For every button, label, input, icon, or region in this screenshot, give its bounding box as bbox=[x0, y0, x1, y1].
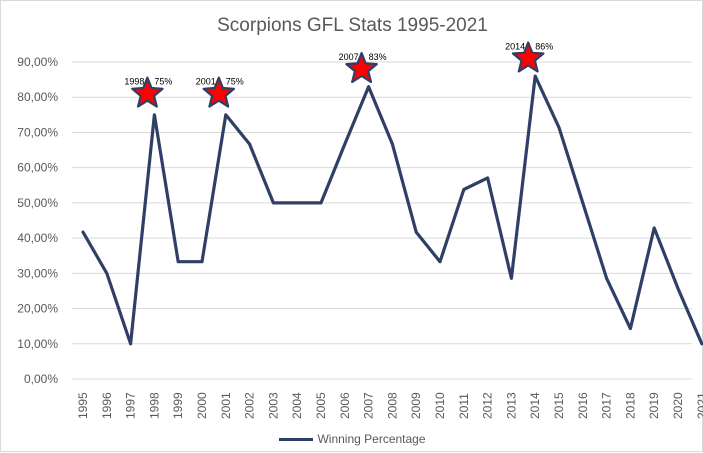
x-tick-label: 2006 bbox=[338, 392, 352, 419]
y-tick-label: 50,00% bbox=[17, 196, 58, 210]
annotation-year: 2001 bbox=[196, 77, 216, 87]
x-tick-label: 2007 bbox=[362, 392, 376, 419]
x-tick-label: 1996 bbox=[100, 392, 114, 419]
y-tick-label: 30,00% bbox=[17, 266, 58, 280]
annotation-year: 2014 bbox=[505, 41, 525, 51]
x-tick-label: 2015 bbox=[552, 392, 566, 419]
legend-swatch bbox=[279, 438, 313, 441]
x-tick-label: 2001 bbox=[219, 392, 233, 419]
x-tick-label: 2002 bbox=[243, 392, 257, 419]
y-tick-label: 0,00% bbox=[24, 372, 58, 386]
y-tick-label: 70,00% bbox=[17, 125, 58, 139]
y-tick-label: 20,00% bbox=[17, 302, 58, 316]
y-tick-label: 90,00% bbox=[17, 55, 58, 69]
x-tick-label: 2011 bbox=[457, 393, 471, 419]
legend: Winning Percentage bbox=[1, 432, 703, 446]
x-tick-label: 2009 bbox=[409, 392, 423, 419]
y-tick-label: 10,00% bbox=[17, 337, 58, 351]
x-tick-label: 2000 bbox=[195, 392, 209, 419]
annotation-year: 1998 bbox=[124, 77, 144, 87]
x-tick-label: 2017 bbox=[600, 392, 614, 419]
annotation-value: 75% bbox=[226, 77, 244, 87]
x-tick-label: 2012 bbox=[481, 392, 495, 419]
x-tick-label: 2013 bbox=[504, 392, 518, 419]
x-tick-label: 1998 bbox=[147, 392, 161, 419]
x-tick-label: 2021 bbox=[695, 392, 703, 419]
annotation-value: 75% bbox=[154, 77, 172, 87]
y-tick-label: 40,00% bbox=[17, 231, 58, 245]
x-tick-label: 2003 bbox=[266, 392, 280, 419]
legend-label: Winning Percentage bbox=[317, 432, 425, 446]
annotation-year: 2007 bbox=[339, 52, 359, 62]
x-tick-label: 2018 bbox=[623, 392, 637, 419]
y-tick-label: 60,00% bbox=[17, 161, 58, 175]
annotation-value: 83% bbox=[369, 52, 387, 62]
x-tick-label: 2004 bbox=[290, 392, 304, 419]
annotation-value: 86% bbox=[535, 41, 553, 51]
x-tick-label: 2005 bbox=[314, 392, 328, 419]
x-tick-label: 2016 bbox=[576, 392, 590, 419]
x-tick-label: 2019 bbox=[647, 392, 661, 419]
x-tick-label: 1995 bbox=[76, 392, 90, 419]
x-tick-label: 2008 bbox=[385, 392, 399, 419]
x-tick-label: 1999 bbox=[171, 392, 185, 419]
x-tick-label: 1997 bbox=[124, 392, 138, 419]
x-tick-label: 2010 bbox=[433, 392, 447, 419]
y-tick-label: 80,00% bbox=[17, 90, 58, 104]
x-tick-label: 2014 bbox=[528, 392, 542, 419]
x-tick-label: 2020 bbox=[671, 392, 685, 419]
series-line bbox=[83, 76, 702, 344]
